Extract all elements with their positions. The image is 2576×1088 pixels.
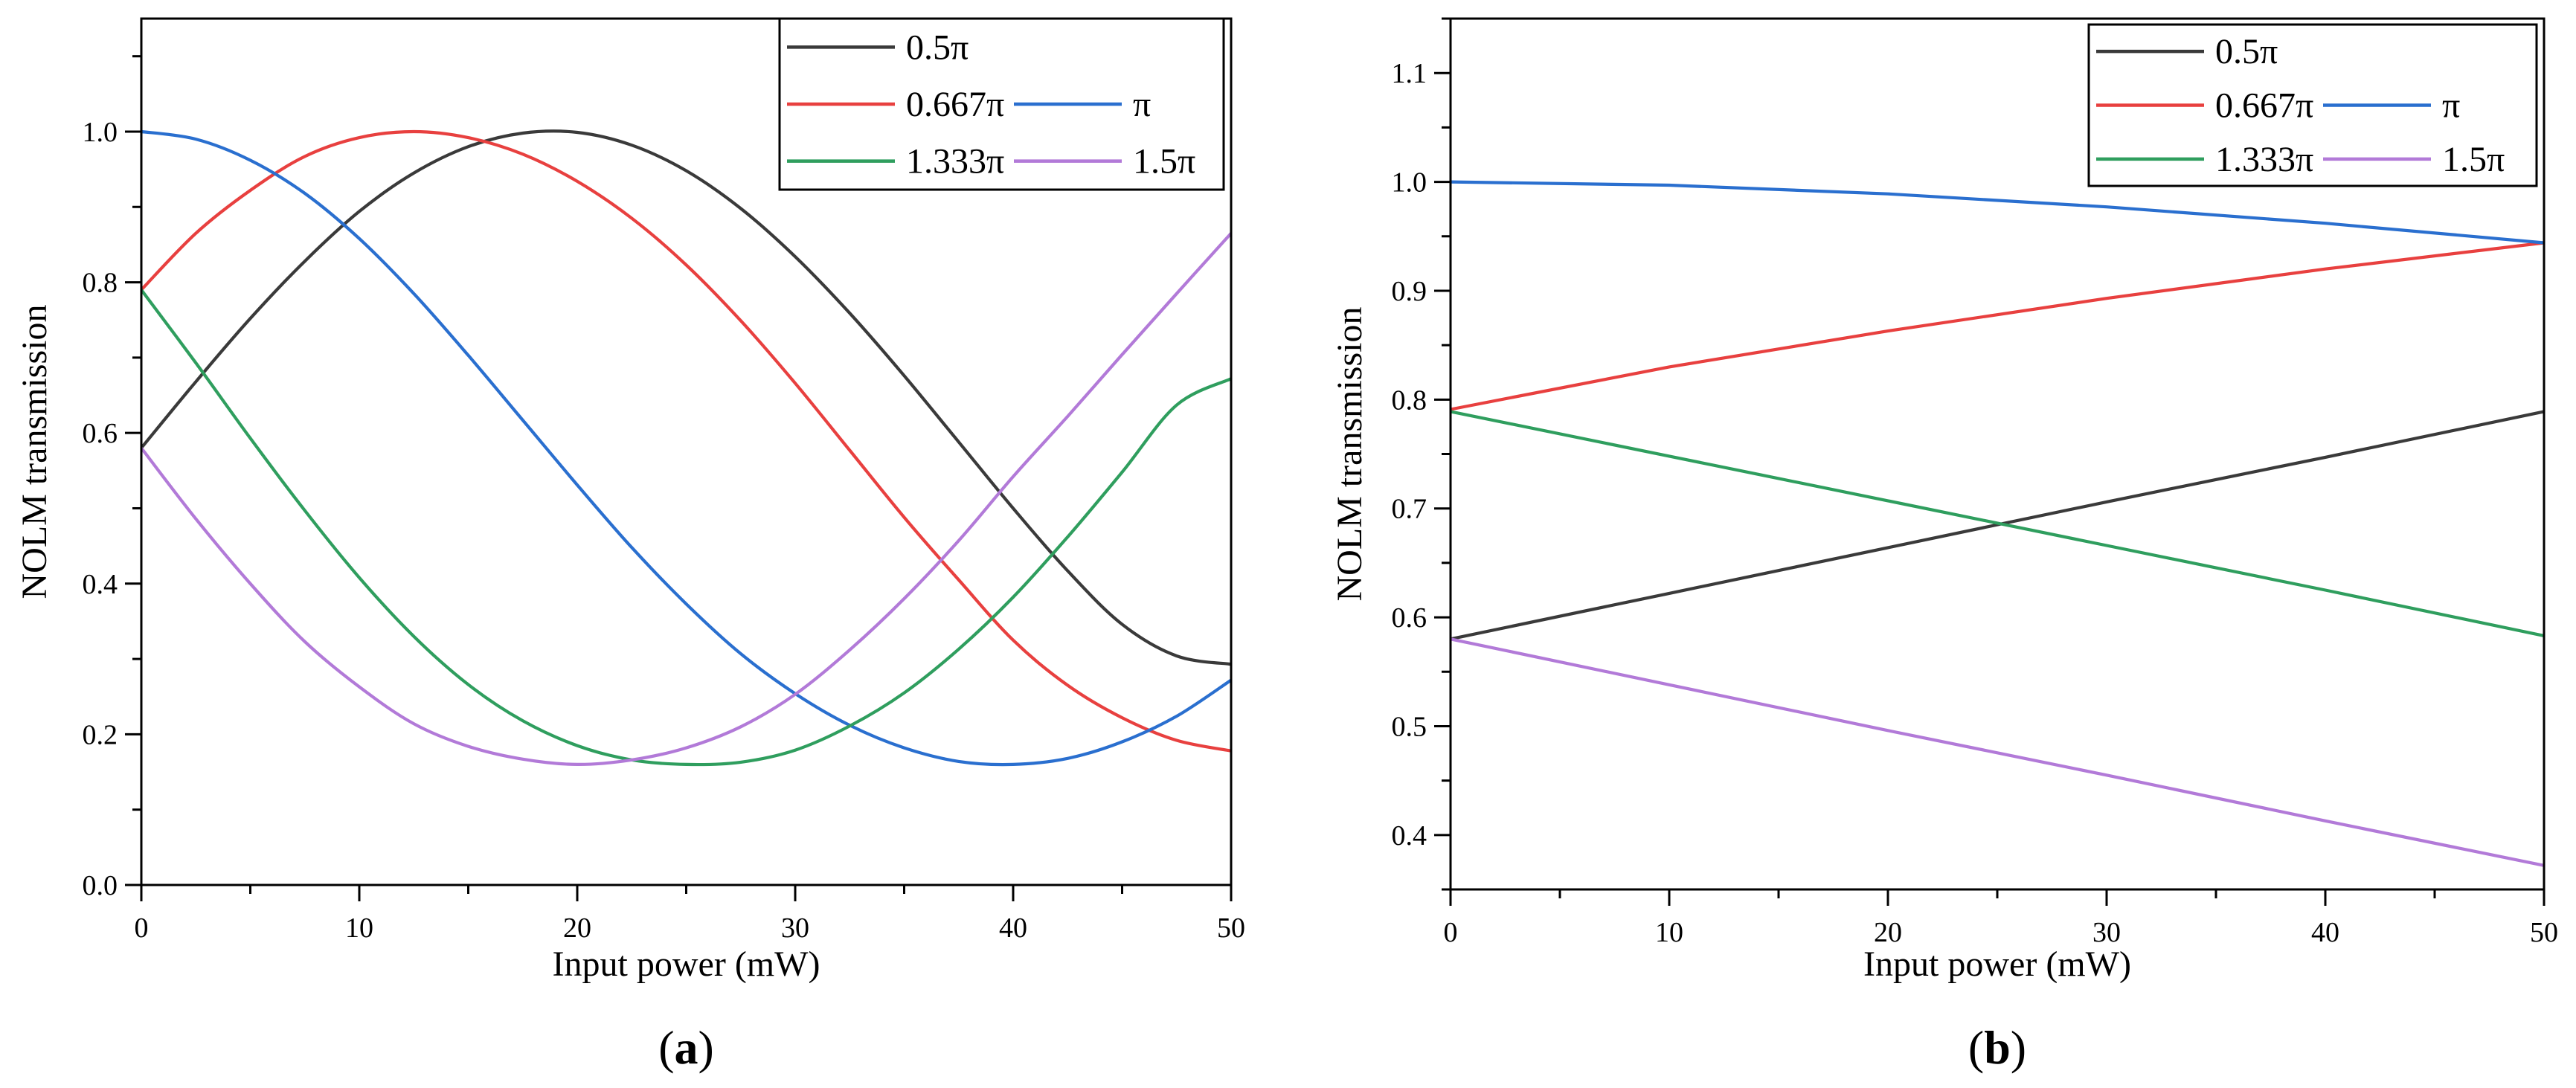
x-tick-label: 30 [781,912,809,944]
panel-label: (b) [1968,1021,2026,1074]
panel-label-letter: a [675,1021,698,1074]
legend: 0.5π 0.667π π 1.333π 1.5π [778,17,1225,191]
y-tick-label: 0.0 [83,870,118,901]
x-axis-title: Input power (mW) [1863,944,2131,984]
x-tick-label: 30 [2092,917,2121,948]
legend-label-4: 1.5π [1133,142,1195,181]
x-tick-label: 50 [2530,917,2558,948]
x-tick-label: 10 [1655,917,1683,948]
y-axis-title: NOLM transmission [15,305,54,599]
legend-label-0: 0.5π [906,28,969,67]
legend-label-2: π [1133,85,1151,124]
y-tick-label: 0.9 [1392,276,1427,307]
x-tick-label: 20 [563,912,591,944]
y-tick-label: 0.2 [83,719,118,750]
y-tick-label: 0.8 [83,268,118,299]
panel-label-close: ) [2011,1021,2026,1074]
legend-label-3: 1.333π [2215,140,2313,179]
panel-label-letter: b [1984,1021,2011,1074]
x-tick-label: 40 [2311,917,2339,948]
y-tick-label: 1.0 [83,117,118,148]
y-tick-label: 1.1 [1392,58,1427,89]
panel-label-open: ( [1968,1021,1984,1074]
x-tick-label: 40 [999,912,1027,944]
series-line-4 [1450,637,2545,867]
legend-label-1: 0.667π [2215,86,2313,126]
legend-label-2: π [2442,86,2460,126]
panel-label-close: ) [698,1021,714,1074]
y-tick-label: 0.6 [1392,602,1427,634]
y-tick-label: 0.4 [83,569,118,600]
panel-label-open: ( [658,1021,674,1074]
x-tick-label: 20 [1874,917,1902,948]
chart-panel-b: 0 10 20 30 40 50 0.4 0.5 0.6 0.7 0.8 0.9 1.0 1.1 Input… [1330,17,2558,1074]
x-tick-label: 0 [135,912,149,944]
series-line-2 [1450,180,2545,245]
series-line-3 [1450,410,2545,637]
y-tick-label: 0.5 [1392,711,1427,742]
legend-label-3: 1.333π [906,142,1004,181]
panel-label: (a) [658,1021,714,1074]
series-line-0 [140,129,1232,666]
y-axis-title: NOLM transmission [1330,307,1369,602]
chart-panel-a: 0 10 20 30 40 50 0.0 0.2 0.4 0.6 0.8 1.0 Input power… [15,17,1245,1074]
legend-label-1: 0.667π [906,85,1004,124]
y-tick-label: 0.8 [1392,384,1427,416]
x-tick-label: 10 [345,912,373,944]
series-line-1 [140,129,1232,753]
y-tick-label: 0.4 [1392,820,1427,852]
x-axis-title: Input power (mW) [553,944,820,984]
y-tick-label: 1.0 [1392,167,1427,199]
legend-label-0: 0.5π [2215,32,2278,71]
series-line-0 [1450,410,2545,641]
y-tick-label: 0.6 [83,418,118,449]
series-line-4 [140,232,1233,767]
legend: 0.5π 0.667π π 1.333π 1.5π [2087,23,2538,187]
series-line-3 [140,289,1232,767]
series-line-1 [1450,241,2545,411]
y-tick-label: 0.7 [1392,494,1427,525]
x-tick-label: 0 [1444,917,1458,948]
legend-label-4: 1.5π [2442,140,2505,179]
x-tick-label: 50 [1217,912,1245,944]
series-line-2 [141,129,1233,767]
